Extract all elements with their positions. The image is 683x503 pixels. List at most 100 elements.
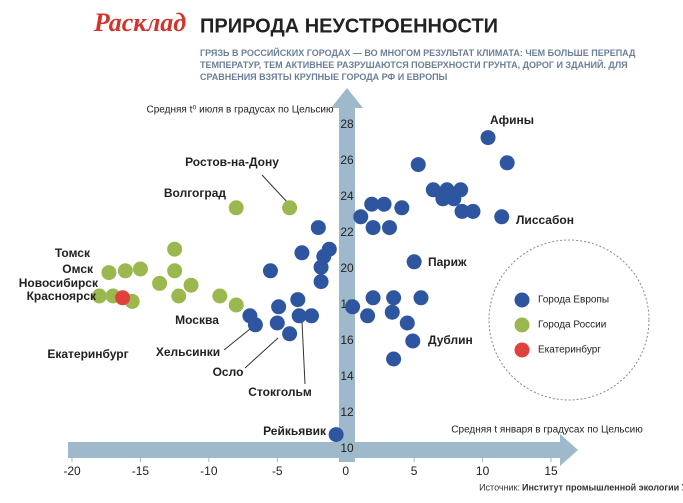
leader (244, 337, 279, 369)
point (425, 182, 441, 198)
legend-label: Города Европы (538, 295, 609, 306)
legend-marker (514, 317, 530, 333)
point (399, 315, 415, 331)
brand: Расклад (93, 8, 186, 37)
y-tick-label: 14 (340, 369, 354, 383)
point (386, 290, 402, 306)
x-tick-label: 15 (544, 464, 558, 478)
point (394, 200, 410, 216)
annotation: Хельсинки (156, 345, 220, 359)
annotation: Осло (213, 365, 244, 379)
point (382, 220, 398, 236)
y-tick-label: 16 (340, 333, 354, 347)
leader (301, 321, 306, 385)
annotation: Волгоград (164, 186, 226, 200)
x-tick-label: 5 (411, 464, 418, 478)
annotation: Ростов-на-Дону (185, 155, 279, 169)
annotation: Лиссабон (516, 213, 574, 227)
annotation: Дублин (428, 333, 473, 347)
leaders (223, 174, 306, 385)
point (446, 191, 462, 207)
point (310, 220, 326, 236)
point (167, 241, 183, 257)
point (360, 308, 376, 324)
point (405, 333, 421, 349)
point (132, 261, 148, 277)
point (435, 191, 451, 207)
annotation: Париж (428, 255, 467, 269)
point (376, 196, 392, 212)
point (465, 203, 481, 219)
annotation: Новосибирск (19, 276, 99, 290)
y-tick-label: 24 (340, 189, 354, 203)
point (364, 196, 380, 212)
point (262, 263, 278, 279)
point (294, 245, 310, 261)
point (384, 304, 400, 320)
annotation: Томск (55, 246, 91, 260)
x-tick-label: -5 (272, 464, 283, 478)
point (291, 308, 307, 324)
x-tick-label: -15 (132, 464, 150, 478)
x-axis-label: Средняя t января в градусах по Цельсию (451, 425, 643, 436)
point (365, 220, 381, 236)
point (282, 200, 298, 216)
y-tick-label: 10 (340, 441, 354, 455)
point (228, 200, 244, 216)
point (228, 297, 244, 313)
leader (261, 174, 289, 204)
point (499, 155, 515, 171)
y-tick-label: 26 (340, 153, 354, 167)
annotation: Афины (490, 113, 534, 127)
y-axis-label: Средняя t⁰ июля в градусах по Цельсию (147, 105, 334, 116)
x-axis-arrow (68, 434, 578, 466)
point (152, 275, 168, 291)
point (386, 351, 402, 367)
point (328, 427, 344, 443)
y-tick-label: 20 (340, 261, 354, 275)
point (171, 288, 187, 304)
annotation: Екатеринбург (47, 347, 128, 361)
legend-marker (514, 342, 530, 358)
y-axis-arrow (331, 88, 363, 462)
point (290, 292, 306, 308)
point (117, 263, 133, 279)
point (345, 299, 361, 315)
y-tick-label: 28 (340, 117, 354, 131)
legend-frame (488, 239, 650, 401)
point (101, 265, 117, 281)
point (167, 263, 183, 279)
annotation: Стокгольм (248, 385, 312, 399)
point (480, 130, 496, 146)
point (313, 274, 329, 290)
chart-title: ПРИРОДА НЕУСТРОЕННОСТИ (200, 15, 498, 37)
annotation: Красноярск (27, 289, 97, 303)
point (212, 288, 228, 304)
annotation: Омск (62, 262, 94, 276)
point (115, 290, 131, 306)
point (413, 290, 429, 306)
point (183, 277, 199, 293)
point (269, 315, 285, 331)
x-tick-label: -10 (200, 464, 218, 478)
annotation: Рейкьявик (263, 424, 327, 438)
subtitle: ГРЯЗЬ В РОССИЙСКИХ ГОРОДАХ — ВО МНОГОМ Р… (200, 48, 636, 82)
legend-label: Екатеринбург (538, 344, 601, 356)
point (282, 326, 298, 342)
point (313, 259, 329, 275)
annotation: Москва (175, 313, 219, 327)
source-label: Источник: (479, 482, 520, 492)
x-tick-label: 10 (476, 464, 490, 478)
legend-marker (514, 292, 530, 308)
x-tick-label: 0 (342, 464, 349, 478)
point (410, 157, 426, 173)
legend-label: Города России (538, 320, 606, 331)
point (494, 209, 510, 225)
y-tick-label: 22 (340, 225, 354, 239)
x-tick-label: -20 (63, 464, 81, 478)
point (304, 308, 319, 324)
point (247, 317, 263, 333)
point (406, 254, 422, 270)
